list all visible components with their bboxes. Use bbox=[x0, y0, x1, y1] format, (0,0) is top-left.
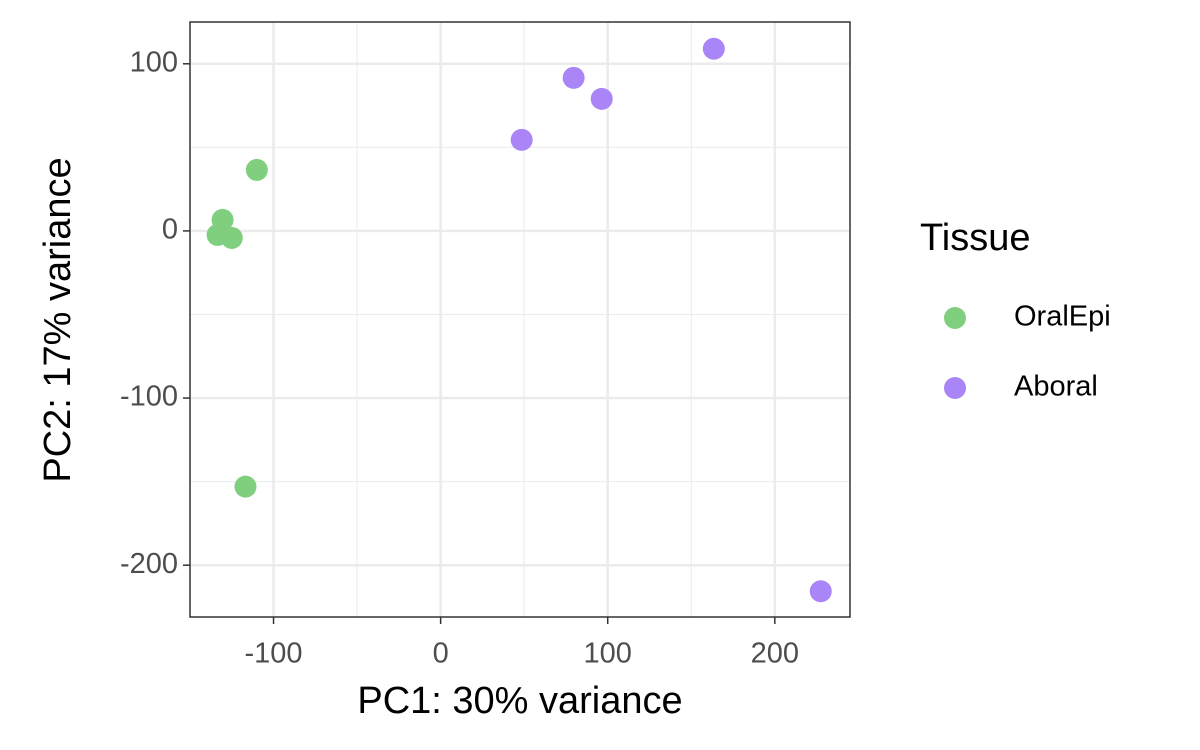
point bbox=[809, 580, 832, 603]
legend-key bbox=[944, 307, 966, 329]
point bbox=[234, 475, 257, 498]
x-tick-label: -100 bbox=[245, 638, 303, 670]
legend-label: Aboral bbox=[1014, 371, 1098, 403]
point bbox=[245, 158, 268, 181]
y-axis-title: PC2: 17% variance bbox=[37, 157, 79, 482]
point bbox=[702, 37, 725, 60]
point bbox=[220, 226, 243, 249]
x-tick-label: 0 bbox=[433, 638, 449, 670]
point bbox=[510, 128, 533, 151]
y-tick-label: -200 bbox=[120, 548, 178, 580]
x-axis-title: PC1: 30% variance bbox=[357, 680, 682, 722]
legend-key bbox=[944, 377, 966, 399]
x-tick-label: 200 bbox=[751, 638, 799, 670]
legend-label: OralEpi bbox=[1014, 301, 1111, 333]
y-tick-label: -100 bbox=[120, 381, 178, 413]
point bbox=[562, 66, 585, 89]
x-tick-label: 100 bbox=[584, 638, 632, 670]
y-tick-label: 100 bbox=[130, 46, 178, 78]
legend-title: Tissue bbox=[920, 217, 1031, 259]
y-tick-label: 0 bbox=[162, 214, 178, 246]
plot-border bbox=[189, 21, 851, 618]
point bbox=[590, 87, 613, 110]
